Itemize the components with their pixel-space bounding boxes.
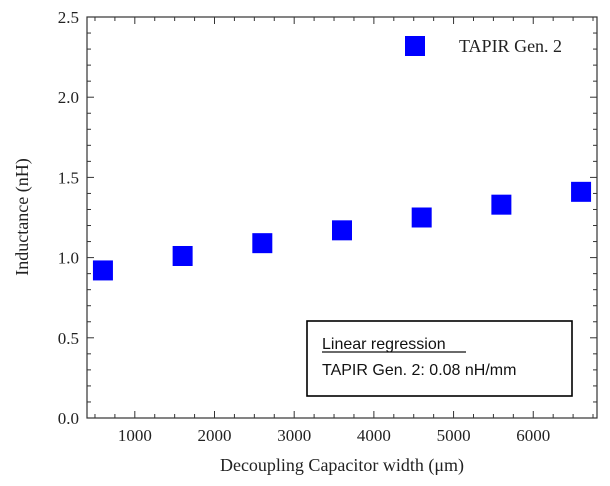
data-point xyxy=(332,220,352,241)
annotation-title: Linear regression xyxy=(322,336,446,353)
annotation-frame xyxy=(306,320,573,397)
y-axis-label: Inductance (nH) xyxy=(12,158,33,275)
x-tick-label: 6000 xyxy=(516,426,550,445)
legend-marker xyxy=(405,36,425,56)
data-point xyxy=(411,207,432,228)
data-point xyxy=(92,260,113,281)
y-tick-label: 0.5 xyxy=(58,329,79,348)
annotation-box: Linear regression TAPIR Gen. 2: 0.08 nH/… xyxy=(306,320,573,397)
x-tick-label: 3000 xyxy=(277,426,311,445)
annotation-text: TAPIR Gen. 2: 0.08 nH/mm xyxy=(322,362,516,379)
legend-label: TAPIR Gen. 2 xyxy=(459,36,562,56)
plot-frame xyxy=(86,16,598,419)
legend: TAPIR Gen. 2 xyxy=(405,36,562,56)
y-tick-label: 1.0 xyxy=(58,249,79,268)
y-tick-label: 2.0 xyxy=(58,88,79,107)
data-point xyxy=(491,194,512,215)
x-tick-label: 4000 xyxy=(357,426,391,445)
y-tick-label: 2.5 xyxy=(58,8,79,27)
y-tick-label: 0.0 xyxy=(58,409,79,428)
tick-labels: 1000 2000 3000 4000 5000 6000 0.0 0.5 1.0 1.5 2.0 2… xyxy=(58,8,551,445)
points-layer xyxy=(92,181,592,281)
x-axis-label: Decoupling Capacitor width (μm) xyxy=(220,455,464,476)
data-point xyxy=(252,233,273,254)
y-tick-label: 1.5 xyxy=(58,168,79,187)
data-point xyxy=(571,181,592,202)
x-tick-label: 5000 xyxy=(437,426,471,445)
x-tick-label: 1000 xyxy=(118,426,152,445)
x-tick-label: 2000 xyxy=(198,426,232,445)
data-point xyxy=(172,245,193,266)
